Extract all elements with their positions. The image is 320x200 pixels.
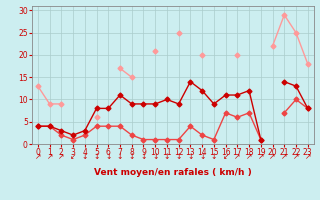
Text: ↓: ↓ [129,152,135,161]
Text: ↗: ↗ [58,152,65,161]
Text: ↗: ↗ [35,152,41,161]
Text: ↓: ↓ [187,152,194,161]
Text: ↓: ↓ [164,152,170,161]
Text: ↓: ↓ [175,152,182,161]
Text: ↗: ↗ [46,152,53,161]
Text: ↙: ↙ [70,152,76,161]
Text: ↗: ↗ [258,152,264,161]
Text: ↓: ↓ [117,152,123,161]
Text: ↓: ↓ [199,152,205,161]
Text: ↗: ↗ [269,152,276,161]
Text: ↗: ↗ [305,152,311,161]
Text: ↓: ↓ [82,152,88,161]
X-axis label: Vent moyen/en rafales ( km/h ): Vent moyen/en rafales ( km/h ) [94,168,252,177]
Text: ↗: ↗ [293,152,299,161]
Text: ↗: ↗ [281,152,287,161]
Text: ↓: ↓ [152,152,158,161]
Text: ↓: ↓ [105,152,111,161]
Text: ↗: ↗ [246,152,252,161]
Text: ↗: ↗ [234,152,241,161]
Text: ↙: ↙ [222,152,229,161]
Text: ↓: ↓ [140,152,147,161]
Text: ↓: ↓ [93,152,100,161]
Text: ↓: ↓ [211,152,217,161]
